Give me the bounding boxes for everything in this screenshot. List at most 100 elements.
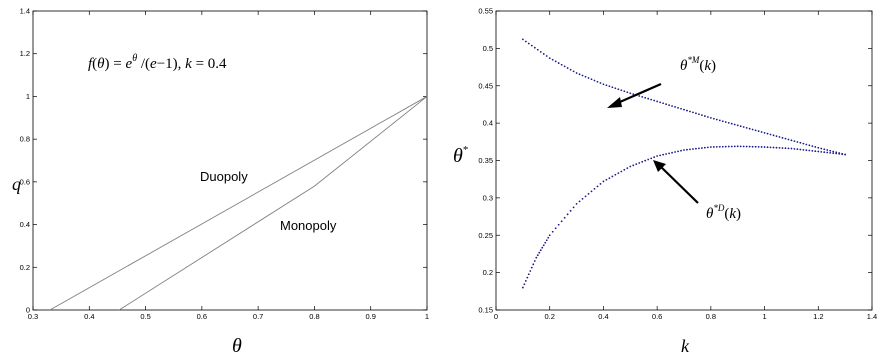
right-xtick-label: 0.4	[598, 312, 608, 321]
left-xtick-label: 0.6	[197, 312, 207, 321]
right-point-series-1	[662, 153, 665, 156]
right-xtick-label: 0.8	[706, 312, 716, 321]
right-point-series-1	[650, 157, 653, 160]
right-point-series-1	[709, 146, 712, 148]
right-point-series-0	[560, 63, 563, 66]
right-point-series-0	[796, 141, 799, 143]
right-point-series-1	[602, 180, 605, 183]
right-point-series-0	[530, 44, 533, 47]
right-point-series-0	[569, 68, 572, 71]
right-point-series-0	[620, 89, 623, 92]
right-point-series-1	[775, 146, 778, 149]
right-point-series-1	[587, 192, 590, 195]
right-xtick-label: 1.4	[867, 312, 877, 321]
right-point-series-1	[799, 148, 802, 151]
left-ytick-label: 0	[26, 306, 30, 315]
right-point-series-1	[535, 256, 538, 259]
right-point-series-1	[793, 147, 796, 150]
right-point-series-1	[805, 149, 808, 152]
right-ytick-label: 0.55	[478, 7, 493, 16]
right-point-series-0	[772, 134, 775, 137]
formula-annotation: f(θ) = eθ /(e−1), k = 0.4	[88, 53, 227, 72]
right-point-series-0	[769, 133, 772, 136]
right-point-series-1	[578, 200, 581, 203]
right-point-series-1	[748, 145, 751, 148]
right-point-series-1	[620, 170, 623, 173]
right-point-series-1	[751, 145, 754, 148]
right-point-series-0	[805, 143, 808, 146]
right-point-series-0	[554, 60, 557, 63]
right-point-series-1	[820, 150, 823, 153]
right-point-series-0	[820, 147, 823, 150]
right-point-series-1	[593, 188, 596, 190]
right-point-series-0	[718, 119, 721, 122]
right-point-series-0	[545, 55, 548, 57]
right-point-series-0	[724, 121, 727, 123]
right-point-series-1	[733, 145, 736, 148]
right-point-series-1	[551, 230, 554, 233]
right-point-series-0	[668, 104, 670, 107]
right-point-series-0	[584, 75, 587, 78]
right-point-series-1	[695, 147, 697, 150]
right-point-series-1	[766, 146, 769, 149]
right-point-series-0	[689, 110, 691, 113]
arrow-head-theta-m	[607, 97, 622, 108]
right-point-series-1	[841, 153, 844, 156]
left-plot-area	[32, 10, 428, 311]
left-xtick-label: 0.7	[253, 312, 263, 321]
right-point-series-0	[617, 88, 620, 91]
left-ytick-label: 0.8	[20, 135, 30, 144]
right-point-series-0	[536, 48, 539, 51]
right-point-series-0	[632, 93, 635, 96]
left-xlabel: θ	[232, 335, 242, 356]
right-point-series-1	[677, 150, 679, 153]
right-point-series-1	[626, 167, 629, 170]
right-point-series-1	[596, 185, 599, 188]
right-point-series-1	[533, 260, 536, 262]
left-ytick-label: 0.2	[20, 263, 30, 272]
right-point-series-0	[659, 101, 662, 104]
right-point-series-0	[674, 106, 676, 108]
right-point-series-1	[554, 227, 557, 230]
right-point-series-1	[569, 209, 572, 212]
right-point-series-1	[703, 146, 706, 149]
left-ytick-label: 1	[26, 92, 30, 101]
right-point-series-0	[641, 95, 644, 98]
right-point-series-0	[745, 126, 748, 129]
left-series-monopoly	[118, 96, 428, 311]
right-ytick-label: 0.25	[478, 231, 493, 240]
right-point-series-1	[724, 145, 727, 148]
right-point-series-0	[638, 95, 641, 97]
right-xtick-label: 0	[494, 312, 498, 321]
right-point-series-1	[760, 146, 763, 148]
right-point-series-1	[563, 216, 566, 219]
right-point-series-0	[701, 114, 703, 117]
left-ytick-label: 1.2	[20, 49, 30, 58]
right-point-series-1	[739, 145, 742, 148]
right-ytick-label: 0.4	[483, 119, 493, 128]
left-xtick-label: 0.8	[309, 312, 319, 321]
right-point-series-0	[548, 57, 551, 59]
right-point-series-0	[686, 109, 688, 112]
right-point-series-0	[748, 127, 751, 130]
right-point-series-0	[521, 38, 524, 41]
right-point-series-1	[736, 145, 739, 148]
right-point-series-0	[644, 96, 647, 99]
right-point-series-1	[727, 145, 730, 148]
right-point-series-1	[629, 165, 632, 168]
right-point-series-0	[835, 151, 838, 154]
right-point-series-0	[766, 132, 769, 135]
right-point-series-0	[823, 148, 826, 151]
right-point-series-1	[796, 148, 799, 151]
right-point-series-0	[760, 131, 763, 133]
right-ytick-label: 0.15	[478, 306, 493, 315]
right-point-series-0	[611, 86, 614, 89]
right-point-series-1	[757, 145, 760, 148]
right-point-series-1	[545, 239, 548, 242]
right-point-series-0	[575, 72, 578, 74]
right-point-series-0	[739, 125, 742, 128]
right-point-series-0	[715, 118, 718, 121]
right-point-series-1	[641, 160, 644, 163]
right-point-series-1	[829, 151, 832, 154]
